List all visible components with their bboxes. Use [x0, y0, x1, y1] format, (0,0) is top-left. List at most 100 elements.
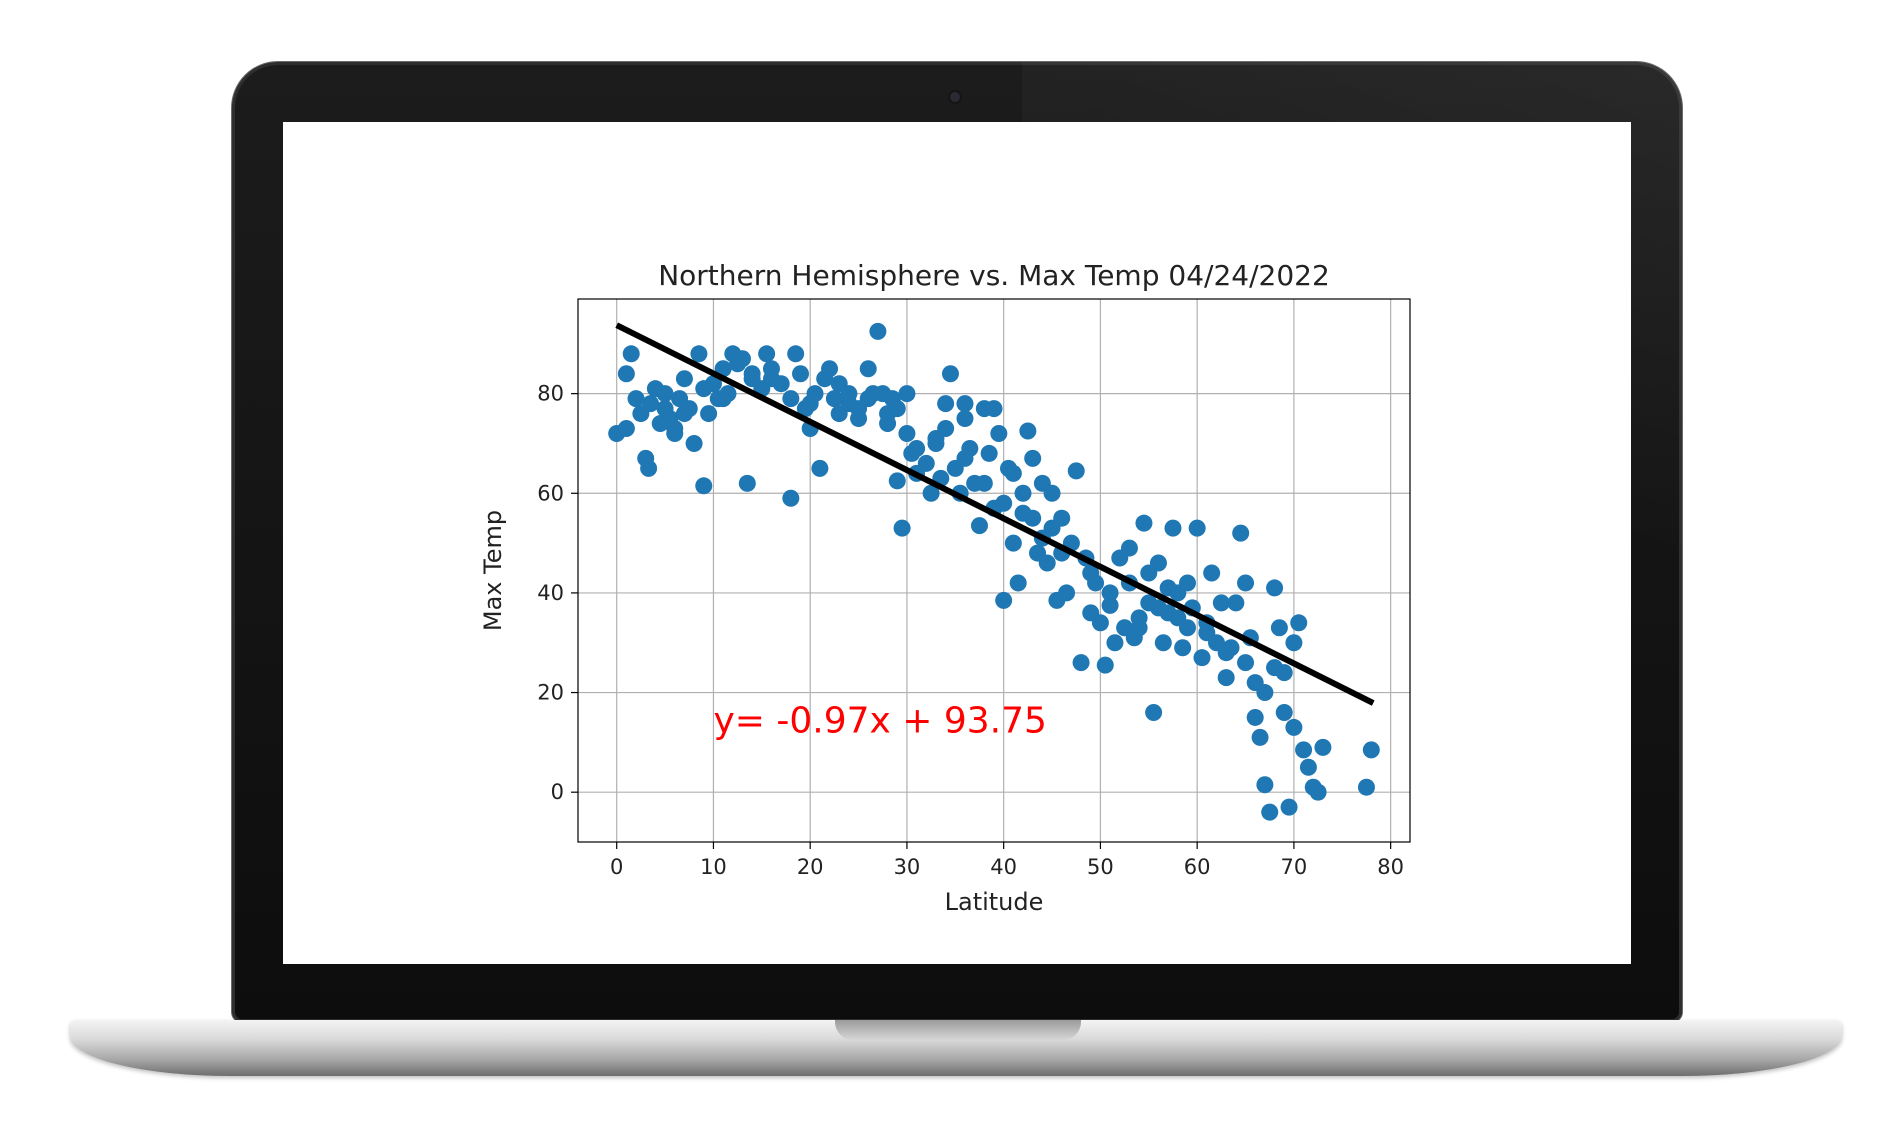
data-point: [995, 591, 1013, 609]
data-point: [821, 360, 839, 378]
data-point: [1159, 604, 1177, 622]
data-point: [898, 425, 916, 443]
plot-frame: [577, 298, 1411, 843]
data-point: [995, 494, 1013, 512]
data-point: [1299, 758, 1317, 776]
data-point: [888, 400, 906, 418]
data-point: [937, 395, 955, 413]
y-tick-label: 60: [537, 481, 564, 505]
data-point: [898, 385, 916, 403]
data-point: [1212, 594, 1230, 612]
data-point: [1130, 619, 1148, 637]
y-tick-label: 80: [537, 382, 564, 406]
data-point: [1009, 574, 1027, 592]
data-point: [695, 380, 713, 398]
x-tick-label: 30: [894, 855, 921, 879]
data-point: [1357, 778, 1375, 796]
data-point: [1270, 619, 1288, 637]
data-point: [1014, 504, 1032, 522]
data-point: [1164, 519, 1182, 537]
data-point: [975, 474, 993, 492]
data-point: [666, 425, 684, 443]
data-point: [956, 395, 974, 413]
data-point: [1251, 728, 1269, 746]
data-point: [1290, 614, 1308, 632]
data-point: [1091, 614, 1109, 632]
data-point: [1275, 703, 1293, 721]
regression-line: [615, 322, 1375, 706]
data-point: [762, 360, 780, 378]
data-point: [980, 444, 998, 462]
data-point: [893, 519, 911, 537]
data-point: [1246, 708, 1264, 726]
data-point: [1266, 579, 1284, 597]
data-point: [927, 434, 945, 452]
laptop-screen: 0 10 20 30 40 50 60 70 80 0 20 40 60 80 Northern Hemi…: [283, 122, 1631, 964]
data-point: [1314, 738, 1332, 756]
data-point: [1058, 584, 1076, 602]
laptop-notch: [835, 1020, 1081, 1040]
x-tick-label: 20: [797, 855, 824, 879]
x-tick-label: 40: [990, 855, 1017, 879]
data-point: [1145, 703, 1163, 721]
data-point: [1072, 654, 1090, 672]
data-point: [787, 345, 805, 363]
y-tick-label: 20: [537, 681, 564, 705]
data-point: [617, 365, 635, 383]
data-point: [859, 360, 877, 378]
data-point: [656, 385, 674, 403]
data-point: [690, 345, 708, 363]
data-point: [700, 405, 718, 423]
data-point: [869, 322, 887, 340]
data-point: [1203, 564, 1221, 582]
data-point: [1024, 449, 1042, 467]
data-point: [1261, 803, 1279, 821]
webcam-icon: [950, 92, 960, 102]
x-tick-label: 80: [1377, 855, 1404, 879]
data-point: [1149, 554, 1167, 572]
x-tick-label: 70: [1281, 855, 1308, 879]
scatter-points: [608, 322, 1380, 821]
data-point: [1285, 718, 1303, 736]
data-point: [1174, 639, 1192, 657]
data-point: [1014, 484, 1032, 502]
data-point: [1178, 619, 1196, 637]
data-point: [743, 370, 761, 388]
scatter-chart: 0 10 20 30 40 50 60 70 80 0 20 40 60 80 Northern Hemi…: [479, 259, 1411, 916]
data-point: [1188, 519, 1206, 537]
data-point: [714, 390, 732, 408]
data-point: [1106, 634, 1124, 652]
data-point: [941, 365, 959, 383]
data-point: [1154, 634, 1172, 652]
x-tick-label: 60: [1184, 855, 1211, 879]
data-point: [1140, 594, 1158, 612]
data-point: [1038, 554, 1056, 572]
data-point: [1266, 659, 1284, 677]
data-point: [956, 410, 974, 428]
data-point: [1053, 509, 1071, 527]
data-point: [627, 390, 645, 408]
data-point: [801, 395, 819, 413]
data-point: [1237, 574, 1255, 592]
data-point: [1280, 798, 1298, 816]
data-point: [772, 375, 790, 393]
y-tick-label: 0: [551, 780, 564, 804]
data-point: [850, 410, 868, 428]
data-point: [617, 420, 635, 438]
data-point: [642, 395, 660, 413]
data-point: [1237, 654, 1255, 672]
data-point: [1295, 741, 1313, 759]
regression-equation: y= -0.97x + 93.75: [713, 700, 1046, 741]
data-point: [782, 390, 800, 408]
data-point: [1193, 649, 1211, 667]
y-axis-label: Max Temp: [479, 510, 507, 631]
data-point: [811, 459, 829, 477]
data-point: [1309, 783, 1327, 801]
data-point: [1217, 644, 1235, 662]
data-point: [792, 365, 810, 383]
data-point: [922, 484, 940, 502]
data-point: [985, 400, 1003, 418]
data-point: [1120, 539, 1138, 557]
x-tick-label: 10: [700, 855, 727, 879]
y-tick-label: 40: [537, 581, 564, 605]
